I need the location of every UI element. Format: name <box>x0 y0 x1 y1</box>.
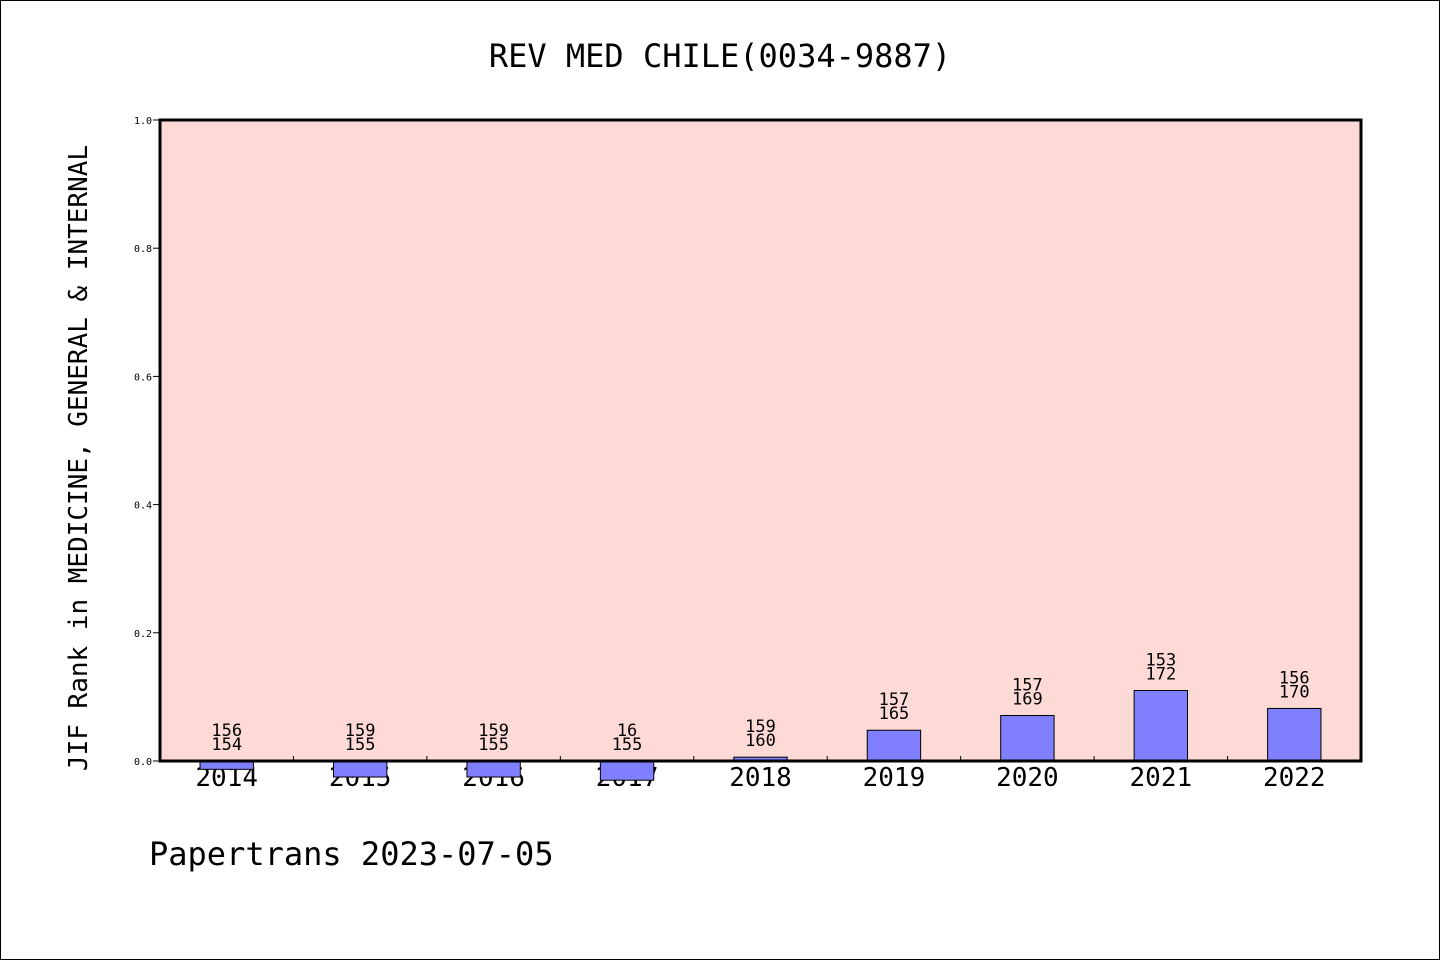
bar <box>1133 689 1189 762</box>
bar <box>599 760 655 781</box>
bar-label-bottom: 169 <box>1012 689 1043 709</box>
x-tick-label: 2020 <box>996 763 1059 793</box>
bar-label-bottom: 170 <box>1279 682 1310 702</box>
bar-label-top: 156 <box>211 721 242 741</box>
y-tick-label: 0.6 <box>134 372 152 383</box>
x-tick-label: 2021 <box>1130 763 1193 793</box>
bar-label-top: 159 <box>478 721 509 741</box>
bar <box>866 729 922 762</box>
bar-label-top: 157 <box>1012 675 1043 695</box>
y-axis-label: JIF Rank in MEDICINE, GENERAL & INTERNAL <box>64 145 94 771</box>
chart-title: REV MED CHILE(0034-9887) <box>489 37 951 75</box>
bar-label-bottom: 172 <box>1145 664 1176 684</box>
plot-frame <box>158 118 1363 763</box>
bar-label-bottom: 155 <box>478 735 509 755</box>
bar-label-top: 156 <box>1279 668 1310 688</box>
bar <box>1267 707 1322 762</box>
x-tick-label: 2018 <box>729 763 792 793</box>
bar-label-bottom: 165 <box>879 704 910 724</box>
bar-label-bottom: 154 <box>211 735 242 755</box>
bar <box>466 760 521 778</box>
bar-label-top: 153 <box>1145 650 1176 670</box>
y-tick-label: 0.4 <box>134 501 152 512</box>
y-tick-label: 0.8 <box>134 244 152 255</box>
bar-labels-group: 1561541591551591551615515916015716515716… <box>211 650 1309 755</box>
bar <box>1000 714 1055 762</box>
bars-group <box>199 689 1322 781</box>
x-tick-label: 2022 <box>1263 763 1326 793</box>
footer-credit: Papertrans 2023-07-05 <box>149 835 554 873</box>
y-tick-label: 0.0 <box>134 757 152 768</box>
bar-label-bottom: 155 <box>345 735 376 755</box>
bar-label-bottom: 155 <box>612 735 643 755</box>
bar-label-top: 159 <box>345 721 376 741</box>
x-tick-label: 2019 <box>863 763 926 793</box>
bar <box>332 760 388 778</box>
bar-label-top: 16 <box>617 721 637 741</box>
plot-area <box>160 120 1361 761</box>
y-tick-label: 1.0 <box>134 116 152 127</box>
y-tick-label: 0.2 <box>134 629 152 640</box>
bar-label-top: 159 <box>745 717 776 737</box>
bar-label-bottom: 160 <box>745 731 776 751</box>
bar-label-top: 157 <box>879 690 910 710</box>
y-axis-ticks: 0.0 0.2 0.4 0.6 0.8 1.0 <box>134 116 160 768</box>
